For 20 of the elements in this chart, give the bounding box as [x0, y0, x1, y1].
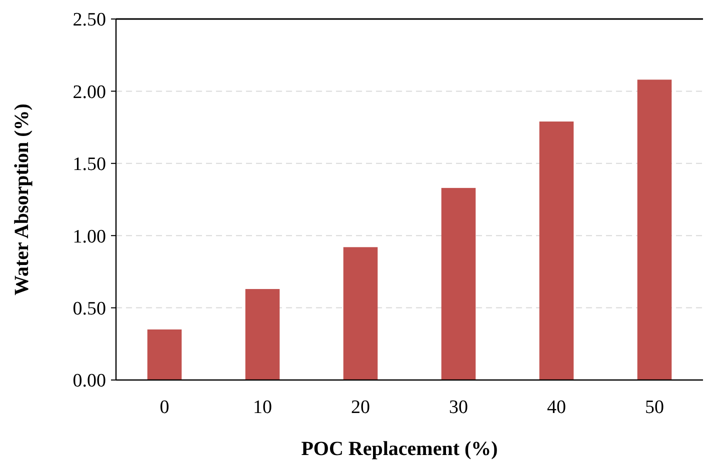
x-tick-label: 0 [160, 397, 170, 418]
bar [343, 247, 378, 380]
bar [637, 80, 672, 380]
y-tick-label: 2.00 [72, 82, 106, 103]
bar [245, 289, 280, 380]
x-tick-label: 10 [253, 397, 272, 418]
y-tick-label: 1.50 [72, 154, 106, 176]
x-tick-label: 40 [546, 397, 566, 418]
y-tick-label: 0.00 [72, 370, 106, 392]
y-tick-label: 1.00 [72, 226, 106, 248]
bar [147, 329, 182, 380]
y-axis-title: Water Absorption (%) [11, 104, 33, 296]
bar [539, 122, 574, 380]
x-axis-title: POC Replacement (%) [301, 438, 498, 460]
x-tick-label: 30 [449, 397, 468, 418]
x-tick-label: 20 [351, 397, 370, 418]
bar [441, 188, 476, 380]
x-tick-label: 50 [644, 397, 664, 418]
y-tick-label: 2.50 [72, 10, 106, 31]
y-tick-label: 0.50 [72, 298, 106, 320]
